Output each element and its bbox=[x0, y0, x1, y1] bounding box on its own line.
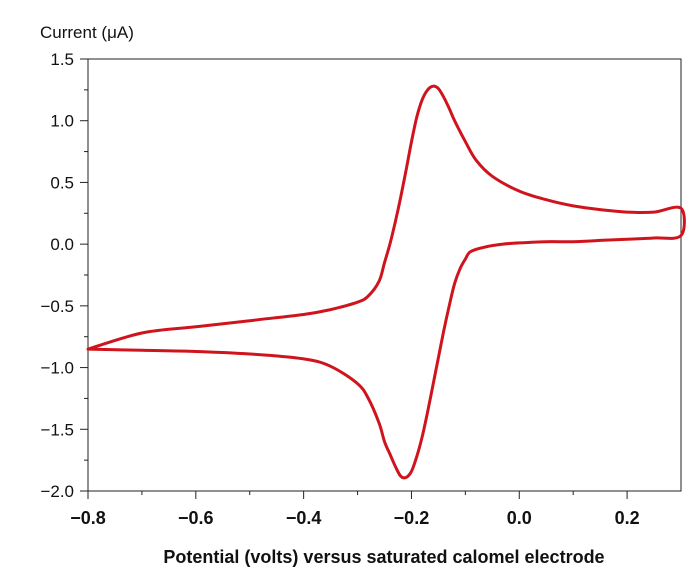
x-tick-label: −0.6 bbox=[178, 508, 214, 528]
y-tick-label: −2.0 bbox=[40, 482, 74, 501]
x-tick-label: −0.2 bbox=[394, 508, 430, 528]
y-tick-label: 1.5 bbox=[50, 50, 74, 69]
y-tick-label: 0.5 bbox=[50, 173, 74, 192]
voltammogram-curve bbox=[86, 84, 686, 480]
x-axis-title: Potential (volts) versus saturated calom… bbox=[163, 547, 604, 567]
y-tick-label: 1.0 bbox=[50, 112, 74, 131]
plot-frame bbox=[87, 58, 682, 492]
y-tick-label: −1.0 bbox=[40, 359, 74, 378]
y-tick-label: 0.0 bbox=[50, 235, 74, 254]
x-tick-label: 0.0 bbox=[507, 508, 532, 528]
x-axis: −0.8 −0.6 −0.4 −0.2 0.0 0.2 bbox=[70, 491, 640, 528]
y-tick-label: −1.5 bbox=[40, 420, 74, 439]
x-tick-label: −0.8 bbox=[70, 508, 106, 528]
x-tick-label: 0.2 bbox=[615, 508, 640, 528]
y-axis-title: Current (μA) bbox=[40, 23, 134, 42]
y-tick-label: −0.5 bbox=[40, 297, 74, 316]
y-axis: 1.5 1.0 0.5 0.0 −0.5 −1.0 −1.5 −2.0 bbox=[40, 50, 88, 501]
x-tick-label: −0.4 bbox=[286, 508, 322, 528]
